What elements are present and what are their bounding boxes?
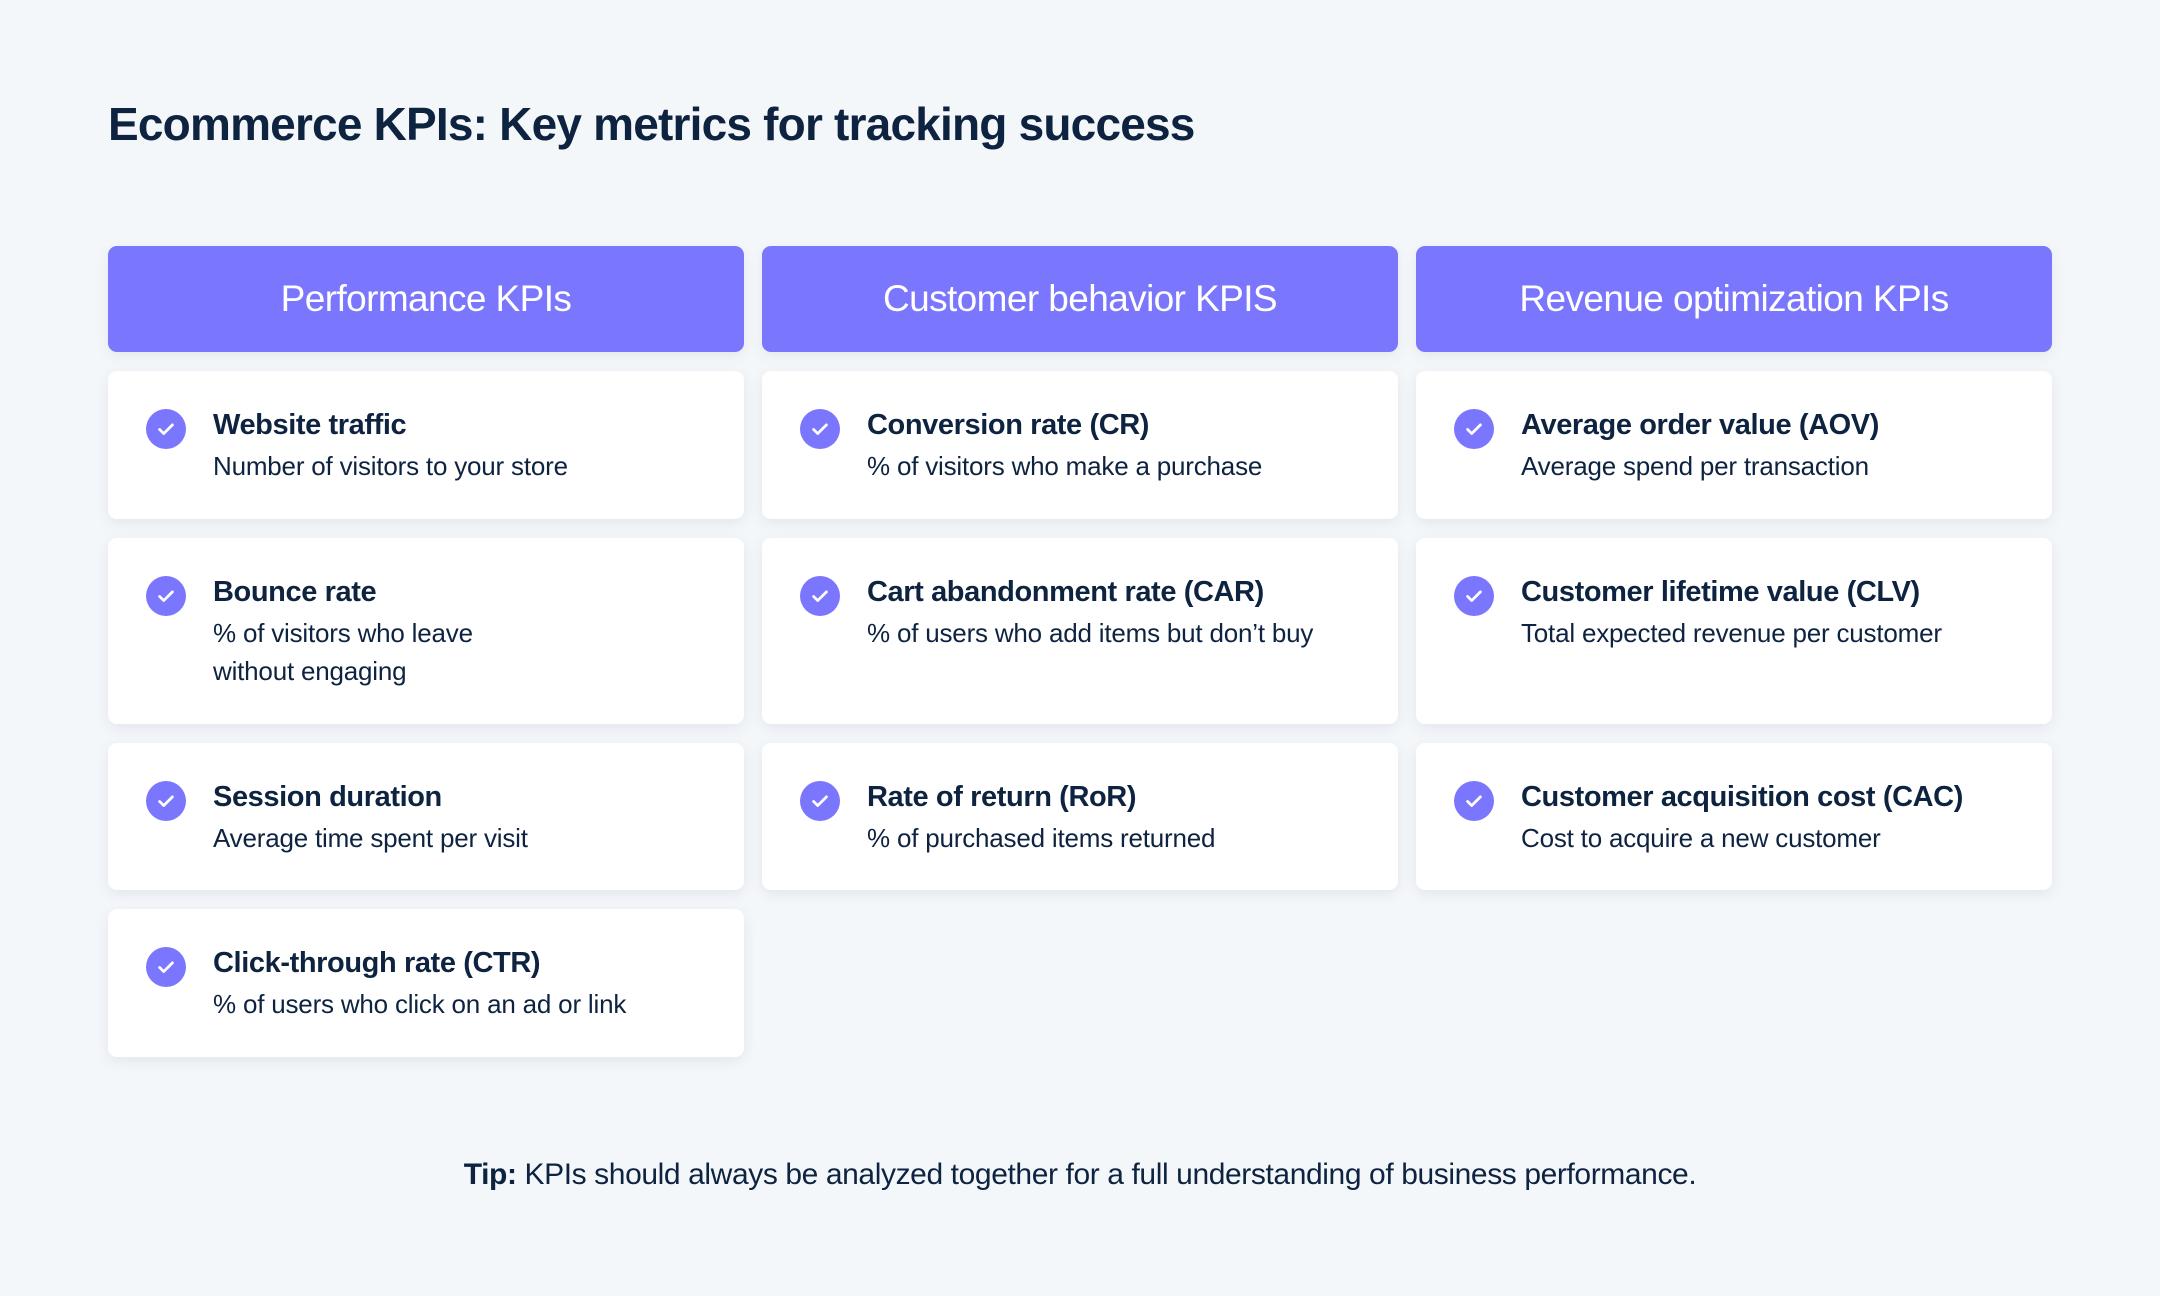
tip-label: Tip: [463, 1158, 517, 1191]
kpi-description: Number of visitors to your store [213, 451, 568, 481]
kpi-description: Total expected revenue per customer [1521, 618, 1942, 648]
kpi-title: Rate of return (RoR) [867, 781, 1137, 813]
check-circle-icon [800, 409, 840, 449]
column-performance: Performance KPIs Website traffic Number … [108, 246, 744, 1076]
kpi-title: Website traffic [213, 409, 407, 441]
kpi-description: Cost to acquire a new customer [1521, 823, 1881, 853]
tip-text: KPIs should always be analyzed together … [516, 1158, 1697, 1191]
column-header-customer-behavior: Customer behavior KPIS [762, 246, 1398, 352]
check-circle-icon [1454, 576, 1494, 616]
kpi-card-click-through-rate: Click-through rate (CTR) % of users who … [108, 909, 744, 1057]
check-circle-icon [146, 947, 186, 987]
kpi-card-conversion-rate: Conversion rate (CR) % of visitors who m… [762, 371, 1398, 519]
kpi-columns: Performance KPIs Website traffic Number … [108, 246, 2052, 1076]
kpi-description: Average spend per transaction [1521, 451, 1869, 481]
kpi-card-cart-abandonment-rate: Cart abandonment rate (CAR) % of users w… [762, 538, 1398, 724]
kpi-card-average-order-value: Average order value (AOV) Average spend … [1416, 371, 2052, 519]
kpi-card-session-duration: Session duration Average time spent per … [108, 743, 744, 890]
kpi-card-customer-lifetime-value: Customer lifetime value (CLV) Total expe… [1416, 538, 2052, 724]
kpi-title: Bounce rate [213, 576, 377, 608]
kpi-description: % of purchased items returned [867, 823, 1216, 853]
kpi-title: Session duration [213, 781, 442, 813]
page-title: Ecommerce KPIs: Key metrics for tracking… [108, 98, 1195, 150]
check-circle-icon [146, 781, 186, 821]
kpi-description: % of visitors who leave without engaging [213, 618, 473, 686]
check-circle-icon [1454, 409, 1494, 449]
column-customer-behavior: Customer behavior KPIS Conversion rate (… [762, 246, 1398, 1076]
column-header-revenue-optimization: Revenue optimization KPIs [1416, 246, 2052, 352]
kpi-card-rate-of-return: Rate of return (RoR) % of purchased item… [762, 743, 1398, 890]
tip-note: Tip: KPIs should always be analyzed toge… [0, 1158, 2160, 1192]
kpi-description: Average time spent per visit [213, 823, 528, 853]
check-circle-icon [146, 409, 186, 449]
check-circle-icon [1454, 781, 1494, 821]
kpi-description: % of visitors who make a purchase [867, 451, 1263, 481]
kpi-card-customer-acquisition-cost: Customer acquisition cost (CAC) Cost to … [1416, 743, 2052, 890]
check-circle-icon [146, 576, 186, 616]
kpi-card-website-traffic: Website traffic Number of visitors to yo… [108, 371, 744, 519]
column-revenue-optimization: Revenue optimization KPIs Average order … [1416, 246, 2052, 1076]
kpi-title: Conversion rate (CR) [867, 409, 1150, 441]
kpi-title: Customer lifetime value (CLV) [1521, 576, 1920, 608]
kpi-description: % of users who click on an ad or link [213, 989, 627, 1019]
kpi-title: Cart abandonment rate (CAR) [867, 576, 1264, 608]
check-circle-icon [800, 781, 840, 821]
kpi-title: Customer acquisition cost (CAC) [1521, 781, 1963, 813]
kpi-title: Average order value (AOV) [1521, 409, 1879, 441]
kpi-card-bounce-rate: Bounce rate % of visitors who leave with… [108, 538, 744, 724]
kpi-title: Click-through rate (CTR) [213, 947, 541, 979]
column-header-performance: Performance KPIs [108, 246, 744, 352]
check-circle-icon [800, 576, 840, 616]
kpi-description: % of users who add items but don’t buy [867, 618, 1314, 648]
